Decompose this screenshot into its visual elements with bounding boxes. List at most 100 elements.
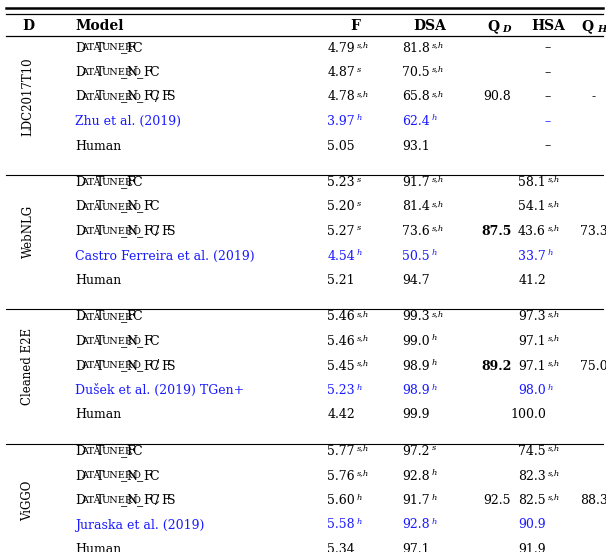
Text: C: C [133, 445, 142, 458]
Text: _: _ [121, 494, 127, 507]
Text: -: - [592, 91, 596, 104]
Text: 50.5: 50.5 [402, 250, 430, 263]
Text: T: T [95, 445, 104, 458]
Text: 99.3: 99.3 [402, 310, 430, 323]
Text: T: T [95, 359, 104, 373]
Text: s,h: s,h [548, 176, 561, 183]
Text: _: _ [138, 470, 144, 482]
Text: D: D [75, 359, 85, 373]
Text: C: C [150, 494, 159, 507]
Text: C: C [133, 41, 142, 55]
Text: D: D [75, 494, 85, 507]
Text: 5.20: 5.20 [327, 200, 355, 214]
Text: F: F [144, 225, 152, 238]
Text: F: F [161, 494, 170, 507]
Text: Cleaned E2E: Cleaned E2E [21, 327, 35, 405]
Text: s,h: s,h [357, 444, 369, 453]
Text: 4.42: 4.42 [327, 408, 355, 422]
Text: 88.3: 88.3 [580, 494, 606, 507]
Text: T: T [95, 91, 104, 104]
Text: UNER: UNER [101, 93, 133, 102]
Text: C: C [150, 200, 159, 214]
Text: _: _ [121, 359, 127, 373]
Text: T: T [95, 310, 104, 323]
Text: 4.78: 4.78 [327, 91, 355, 104]
Text: 4.54: 4.54 [327, 250, 355, 263]
Text: _: _ [138, 91, 144, 104]
Text: h: h [432, 384, 438, 391]
Text: UNER: UNER [101, 312, 133, 321]
Text: O: O [133, 337, 141, 346]
Text: –: – [545, 41, 551, 55]
Text: s,h: s,h [548, 493, 561, 502]
Text: 65.8: 65.8 [402, 91, 430, 104]
Text: 73.3: 73.3 [580, 225, 606, 238]
Text: DSA: DSA [413, 19, 447, 33]
Text: F: F [144, 335, 152, 348]
Text: 73.6: 73.6 [402, 225, 430, 238]
Text: 43.6: 43.6 [518, 225, 546, 238]
Text: T: T [95, 200, 104, 214]
Text: S: S [167, 225, 176, 238]
Text: UNER: UNER [101, 496, 133, 505]
Text: h: h [357, 518, 362, 526]
Text: s,h: s,h [548, 469, 561, 477]
Text: 82.5: 82.5 [518, 494, 546, 507]
Text: _: _ [138, 335, 144, 348]
Text: 97.1: 97.1 [518, 359, 546, 373]
Text: 33.7: 33.7 [518, 250, 546, 263]
Text: Q: Q [582, 19, 594, 33]
Text: N: N [127, 225, 138, 238]
Text: _: _ [121, 91, 127, 104]
Text: F: F [144, 359, 152, 373]
Text: 93.1: 93.1 [402, 140, 430, 152]
Text: _: _ [138, 225, 144, 238]
Text: _: _ [121, 310, 127, 323]
Text: UNER: UNER [101, 203, 133, 211]
Text: /: / [155, 91, 159, 104]
Text: s,h: s,h [548, 310, 561, 318]
Text: ATA: ATA [81, 312, 101, 321]
Text: N: N [127, 335, 138, 348]
Text: O: O [133, 496, 141, 505]
Text: LDC2017T10: LDC2017T10 [21, 58, 35, 136]
Text: s,h: s,h [432, 41, 444, 49]
Text: h: h [548, 384, 553, 391]
Text: ViGGO: ViGGO [21, 480, 35, 521]
Text: h: h [357, 384, 362, 391]
Text: h: h [432, 518, 438, 526]
Text: 99.0: 99.0 [402, 335, 430, 348]
Text: s: s [357, 200, 361, 208]
Text: 4.79: 4.79 [327, 41, 355, 55]
Text: ATA: ATA [81, 471, 101, 480]
Text: ATA: ATA [81, 44, 101, 52]
Text: h: h [432, 335, 438, 342]
Text: C: C [133, 310, 142, 323]
Text: T: T [95, 66, 104, 79]
Text: 3.97: 3.97 [327, 115, 355, 128]
Text: C: C [150, 335, 159, 348]
Text: D: D [75, 470, 85, 482]
Text: O: O [133, 471, 141, 480]
Text: F: F [161, 91, 170, 104]
Text: _: _ [121, 335, 127, 348]
Text: UNER: UNER [101, 178, 133, 187]
Text: F: F [144, 494, 152, 507]
Text: 62.4: 62.4 [402, 115, 430, 128]
Text: N: N [127, 200, 138, 214]
Text: D: D [75, 310, 85, 323]
Text: _: _ [138, 359, 144, 373]
Text: UNER: UNER [101, 227, 133, 236]
Text: _: _ [121, 225, 127, 238]
Text: UNER: UNER [101, 44, 133, 52]
Text: 91.7: 91.7 [402, 494, 430, 507]
Text: T: T [95, 225, 104, 238]
Text: ATA: ATA [81, 362, 101, 370]
Text: s,h: s,h [357, 41, 369, 49]
Text: F: F [127, 41, 135, 55]
Text: 5.76: 5.76 [327, 470, 355, 482]
Text: s,h: s,h [548, 225, 561, 232]
Text: 98.9: 98.9 [402, 384, 430, 397]
Text: F: F [144, 200, 152, 214]
Text: –: – [545, 91, 551, 104]
